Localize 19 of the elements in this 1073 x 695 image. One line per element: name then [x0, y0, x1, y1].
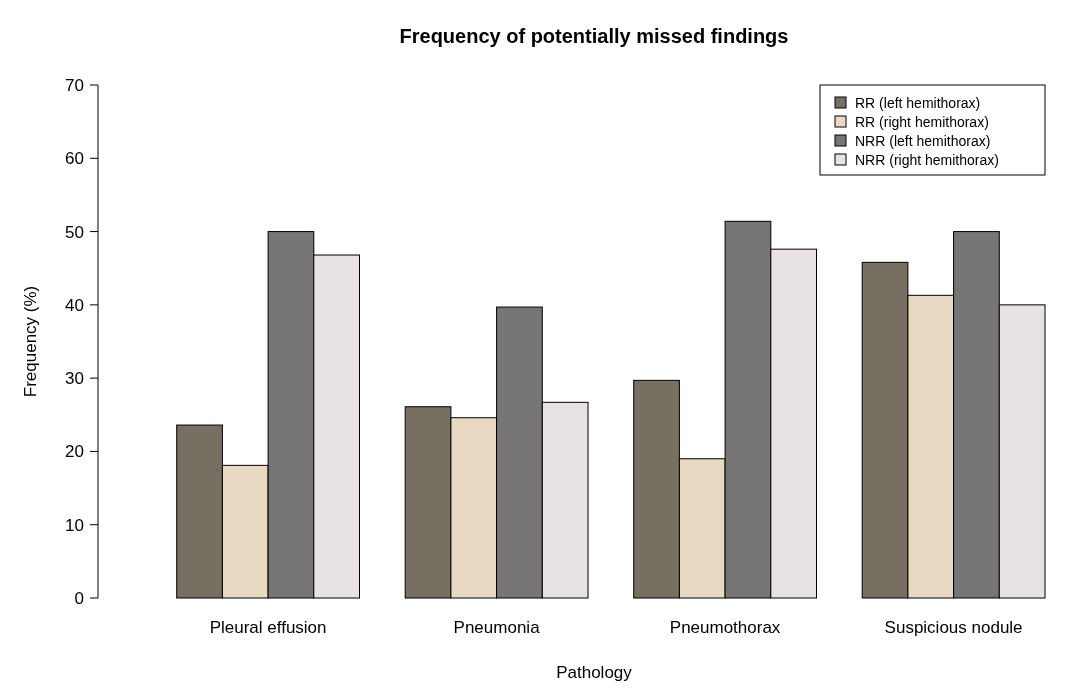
- legend-label: NRR (right hemithorax): [855, 151, 999, 168]
- y-tick-label: 40: [65, 295, 84, 315]
- x-tick-label: Pneumonia: [453, 618, 541, 637]
- x-tick-label: Pneumothorax: [669, 618, 781, 637]
- y-tick-label: 20: [65, 442, 84, 462]
- x-tick-label: Pleural effusion: [209, 618, 327, 637]
- y-axis-title: Frequency (%): [21, 285, 40, 398]
- y-tick-label: 10: [65, 515, 84, 535]
- y-tick-label: 60: [65, 149, 84, 169]
- y-tick-label: 0: [74, 588, 84, 608]
- chart-title: Frequency of potentially missed findings: [399, 25, 789, 47]
- legend-label: NRR (left hemithorax): [855, 132, 991, 149]
- x-axis-title: Pathology: [556, 663, 633, 682]
- legend-label: RR (right hemithorax): [855, 113, 989, 130]
- y-tick-label: 30: [65, 369, 84, 389]
- x-tick-label: Suspicious nodule: [884, 618, 1023, 637]
- y-tick-label: 70: [65, 75, 84, 95]
- legend-label: RR (left hemithorax): [855, 94, 981, 111]
- y-tick-label: 50: [65, 222, 84, 242]
